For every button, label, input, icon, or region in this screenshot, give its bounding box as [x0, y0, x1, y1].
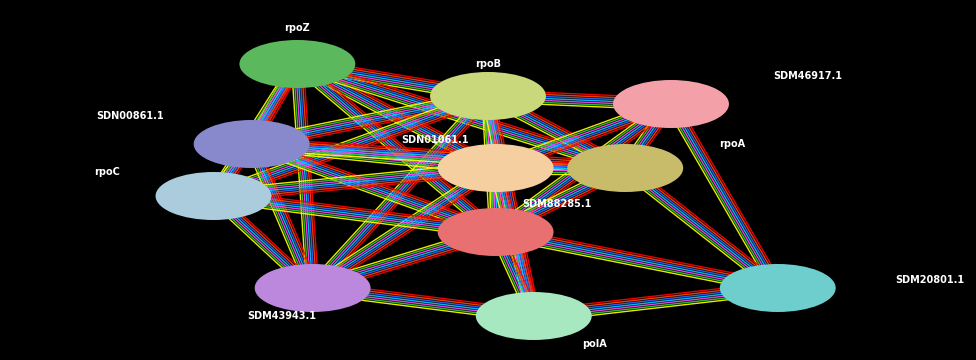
Ellipse shape	[613, 80, 729, 128]
Ellipse shape	[720, 264, 835, 312]
Ellipse shape	[476, 292, 591, 340]
Text: rpoB: rpoB	[475, 59, 501, 69]
Ellipse shape	[193, 120, 309, 168]
Text: SDM20801.1: SDM20801.1	[896, 275, 965, 285]
Ellipse shape	[155, 172, 271, 220]
Text: rpoA: rpoA	[719, 139, 745, 149]
Ellipse shape	[567, 144, 683, 192]
Text: rpoC: rpoC	[94, 167, 120, 177]
Ellipse shape	[437, 208, 553, 256]
Ellipse shape	[437, 144, 553, 192]
Ellipse shape	[239, 40, 355, 88]
Text: SDM43943.1: SDM43943.1	[248, 311, 316, 321]
Text: SDM88285.1: SDM88285.1	[522, 199, 591, 209]
Text: SDN00861.1: SDN00861.1	[96, 111, 163, 121]
Text: rpoZ: rpoZ	[284, 23, 310, 33]
Ellipse shape	[430, 72, 546, 120]
Text: SDM46917.1: SDM46917.1	[774, 71, 842, 81]
Text: SDN01061.1: SDN01061.1	[401, 135, 468, 145]
Ellipse shape	[255, 264, 371, 312]
Text: polA: polA	[583, 339, 607, 349]
